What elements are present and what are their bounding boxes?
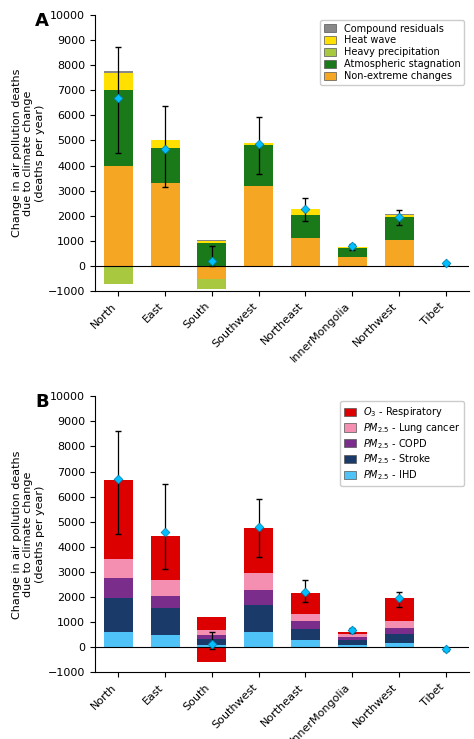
Bar [338,247,367,248]
Point [442,644,450,655]
Point [348,624,356,636]
Bar [104,559,133,578]
Bar [197,241,226,243]
Point [301,586,309,598]
Bar [384,643,413,647]
Text: A: A [35,12,49,30]
Bar [384,217,413,239]
Bar [384,239,413,266]
Bar [197,617,226,630]
Bar [197,243,226,266]
Bar [244,605,273,633]
Point [395,593,403,605]
Bar [244,633,273,647]
Point [208,255,216,267]
Bar [384,598,413,621]
Bar [291,593,320,614]
Legend: Compound residuals, Heat wave, Heavy precipitation, Atmospheric stagnation, Non-: Compound residuals, Heat wave, Heavy pre… [320,20,465,85]
Point [161,143,169,155]
Bar [244,528,273,573]
Bar [244,185,273,266]
Bar [338,636,367,640]
Bar [151,183,180,266]
Bar [197,239,226,241]
Bar [384,621,413,627]
Bar [151,608,180,635]
Bar [291,629,320,640]
Bar [151,148,180,183]
Bar [338,640,367,645]
Bar [338,634,367,636]
Bar [104,598,133,632]
Bar [104,72,133,90]
Bar [104,266,133,284]
Bar [197,647,226,662]
Bar [104,90,133,166]
Point [395,211,403,222]
Bar [104,578,133,598]
Bar [244,143,273,146]
Bar [151,140,180,148]
Text: B: B [35,393,48,412]
Bar [104,71,133,72]
Bar [291,640,320,647]
Bar [338,632,367,634]
Y-axis label: Change in air pollution deaths
due to climate change
(deaths per year): Change in air pollution deaths due to cl… [12,450,45,619]
Y-axis label: Change in air pollution deaths
due to climate change
(deaths per year): Change in air pollution deaths due to cl… [12,69,45,237]
Point [114,92,122,103]
Point [161,526,169,538]
Bar [151,579,180,596]
Bar [104,166,133,266]
Bar [291,214,320,239]
Bar [197,279,226,289]
Bar [338,248,367,257]
Bar [244,146,273,185]
Bar [384,214,413,217]
Legend: $O_3$ - Respiratory, $PM_{2.5}$ - Lung cancer, $PM_{2.5}$ - COPD, $PM_{2.5}$ - S: $O_3$ - Respiratory, $PM_{2.5}$ - Lung c… [340,401,465,486]
Bar [197,645,226,647]
Bar [384,634,413,643]
Bar [151,536,180,579]
Bar [291,621,320,629]
Bar [104,480,133,559]
Bar [338,257,367,266]
Bar [384,627,413,634]
Bar [151,596,180,608]
Bar [291,239,320,266]
Bar [197,635,226,638]
Bar [244,590,273,605]
Bar [104,632,133,647]
Point [114,473,122,485]
Bar [338,645,367,647]
Bar [244,573,273,590]
Point [348,240,356,252]
Point [301,203,309,215]
Bar [291,209,320,214]
Bar [197,638,226,645]
Point [442,258,450,270]
Point [208,638,216,650]
Bar [197,266,226,279]
Point [255,521,263,533]
Bar [151,635,180,647]
Bar [197,630,226,635]
Bar [291,614,320,621]
Point [255,138,263,150]
